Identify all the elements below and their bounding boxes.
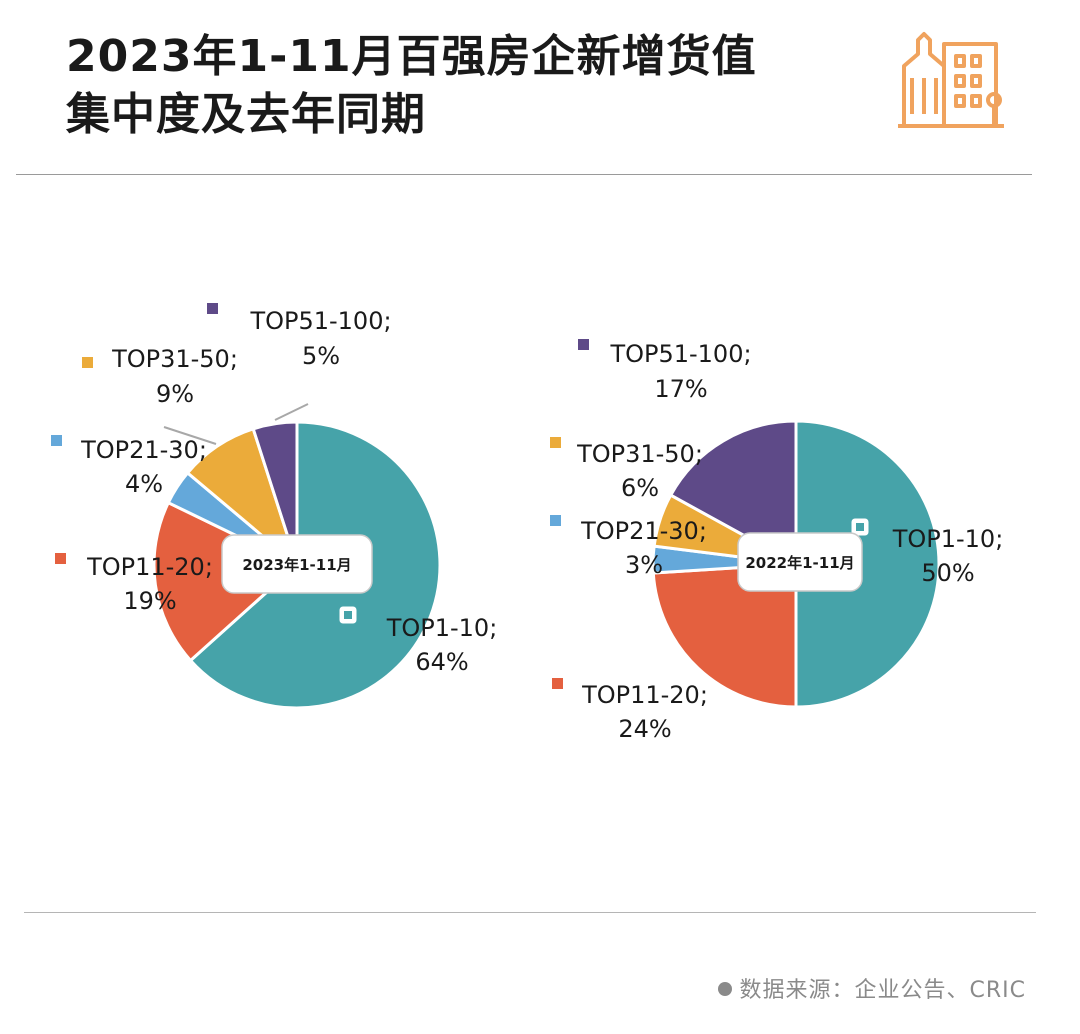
pie-2023-value-top51-100: 5% [302,342,340,370]
pie-2023-legend-marker-top31-50 [82,357,93,368]
pie-2023-label-top31-50: TOP31-50; [111,345,238,373]
pie-2022-value-top31-50: 6% [621,474,659,502]
pie-2023-slice-top51-100 [251,420,299,566]
pie-2022-legend-marker-top11-20 [552,678,563,689]
pie-2023-label-top51-100: TOP51-100; [249,307,391,335]
bottom-divider [24,912,1036,913]
pie-2022-slice-top51-100 [668,419,798,567]
data-source-note: 数据来源：企业公告、CRIC [717,972,1027,1004]
pie-2023-value-top21-30: 4% [125,470,163,498]
pie-2023-legend-marker-top11-20 [55,553,66,564]
pie-2023-legend-marker-top21-30 [51,435,62,446]
pie-2022-slice-top11-20 [651,562,798,709]
pie-2023-slice-top31-50 [185,426,301,570]
pie-2022-value-top1-10: 50% [921,559,974,587]
pie-2022-slice-top1-10 [794,419,941,709]
pie-2022-marker-inner [856,523,864,531]
buildings-icon [898,28,1004,134]
top-divider [16,174,1032,175]
page-title: 2023年1-11月百强房企新增货值 集中度及去年同期 [66,28,757,144]
pie-2022-label-top31-50: TOP31-50; [576,440,703,468]
pie-2022-label-top11-20: TOP11-20; [581,681,708,709]
pie-2023-center-label-box [221,534,373,594]
pie-2022-value-top21-30: 3% [625,551,663,579]
pie-2022-legend-marker-top51-100 [578,339,589,350]
pie-2023-leader-line [163,426,217,445]
pie-2022-value-top11-20: 24% [618,715,671,743]
pie-2023-center-label: 2023年1-11月 [242,556,351,574]
pie-2023-value-top31-50: 9% [156,380,194,408]
pie-2023-leader-line [274,403,309,421]
pie-2022-label-top21-30: TOP21-30; [580,517,707,545]
title-line-1: 2023年1-11月百强房企新增货值 [66,31,757,82]
source-text: 数据来源：企业公告、CRIC [739,978,1026,1003]
pie-2023-label-top11-20: TOP11-20; [86,553,213,581]
pie-2022-label-top1-10: TOP1-10; [892,525,1004,553]
bullet-dot-icon [717,982,732,996]
pie-2023-legend-marker-top51-100 [207,303,218,314]
pie-2023-marker-inner [344,611,352,619]
pie-2022-legend-marker-top31-50 [550,437,561,448]
pie-chart-2022: TOP1-10; 50% TOP11-20; 24% TOP21-30; 3% TOP31-… [550,339,1003,743]
pie-2022-center-label-box [737,532,863,592]
pie-chart-2023: TOP1-10; 64% TOP11-20; 19% TOP21-30; 4% TOP31-… [51,303,498,710]
pie-2022-label-top51-100: TOP51-100; [609,340,751,368]
pie-2023-value-top1-10: 64% [415,648,468,676]
pie-2023-value-top11-20: 19% [123,587,176,615]
title-line-2: 集中度及去年同期 [66,89,426,140]
pie-2022-legend-marker-top21-30 [550,515,561,526]
pie-2023-label-top1-10: TOP1-10; [386,614,498,642]
pie-2022-center-label: 2022年1-11月 [745,554,854,572]
pie-2022-value-top51-100: 17% [654,375,707,403]
pie-2023-label-top21-30: TOP21-30; [80,436,207,464]
